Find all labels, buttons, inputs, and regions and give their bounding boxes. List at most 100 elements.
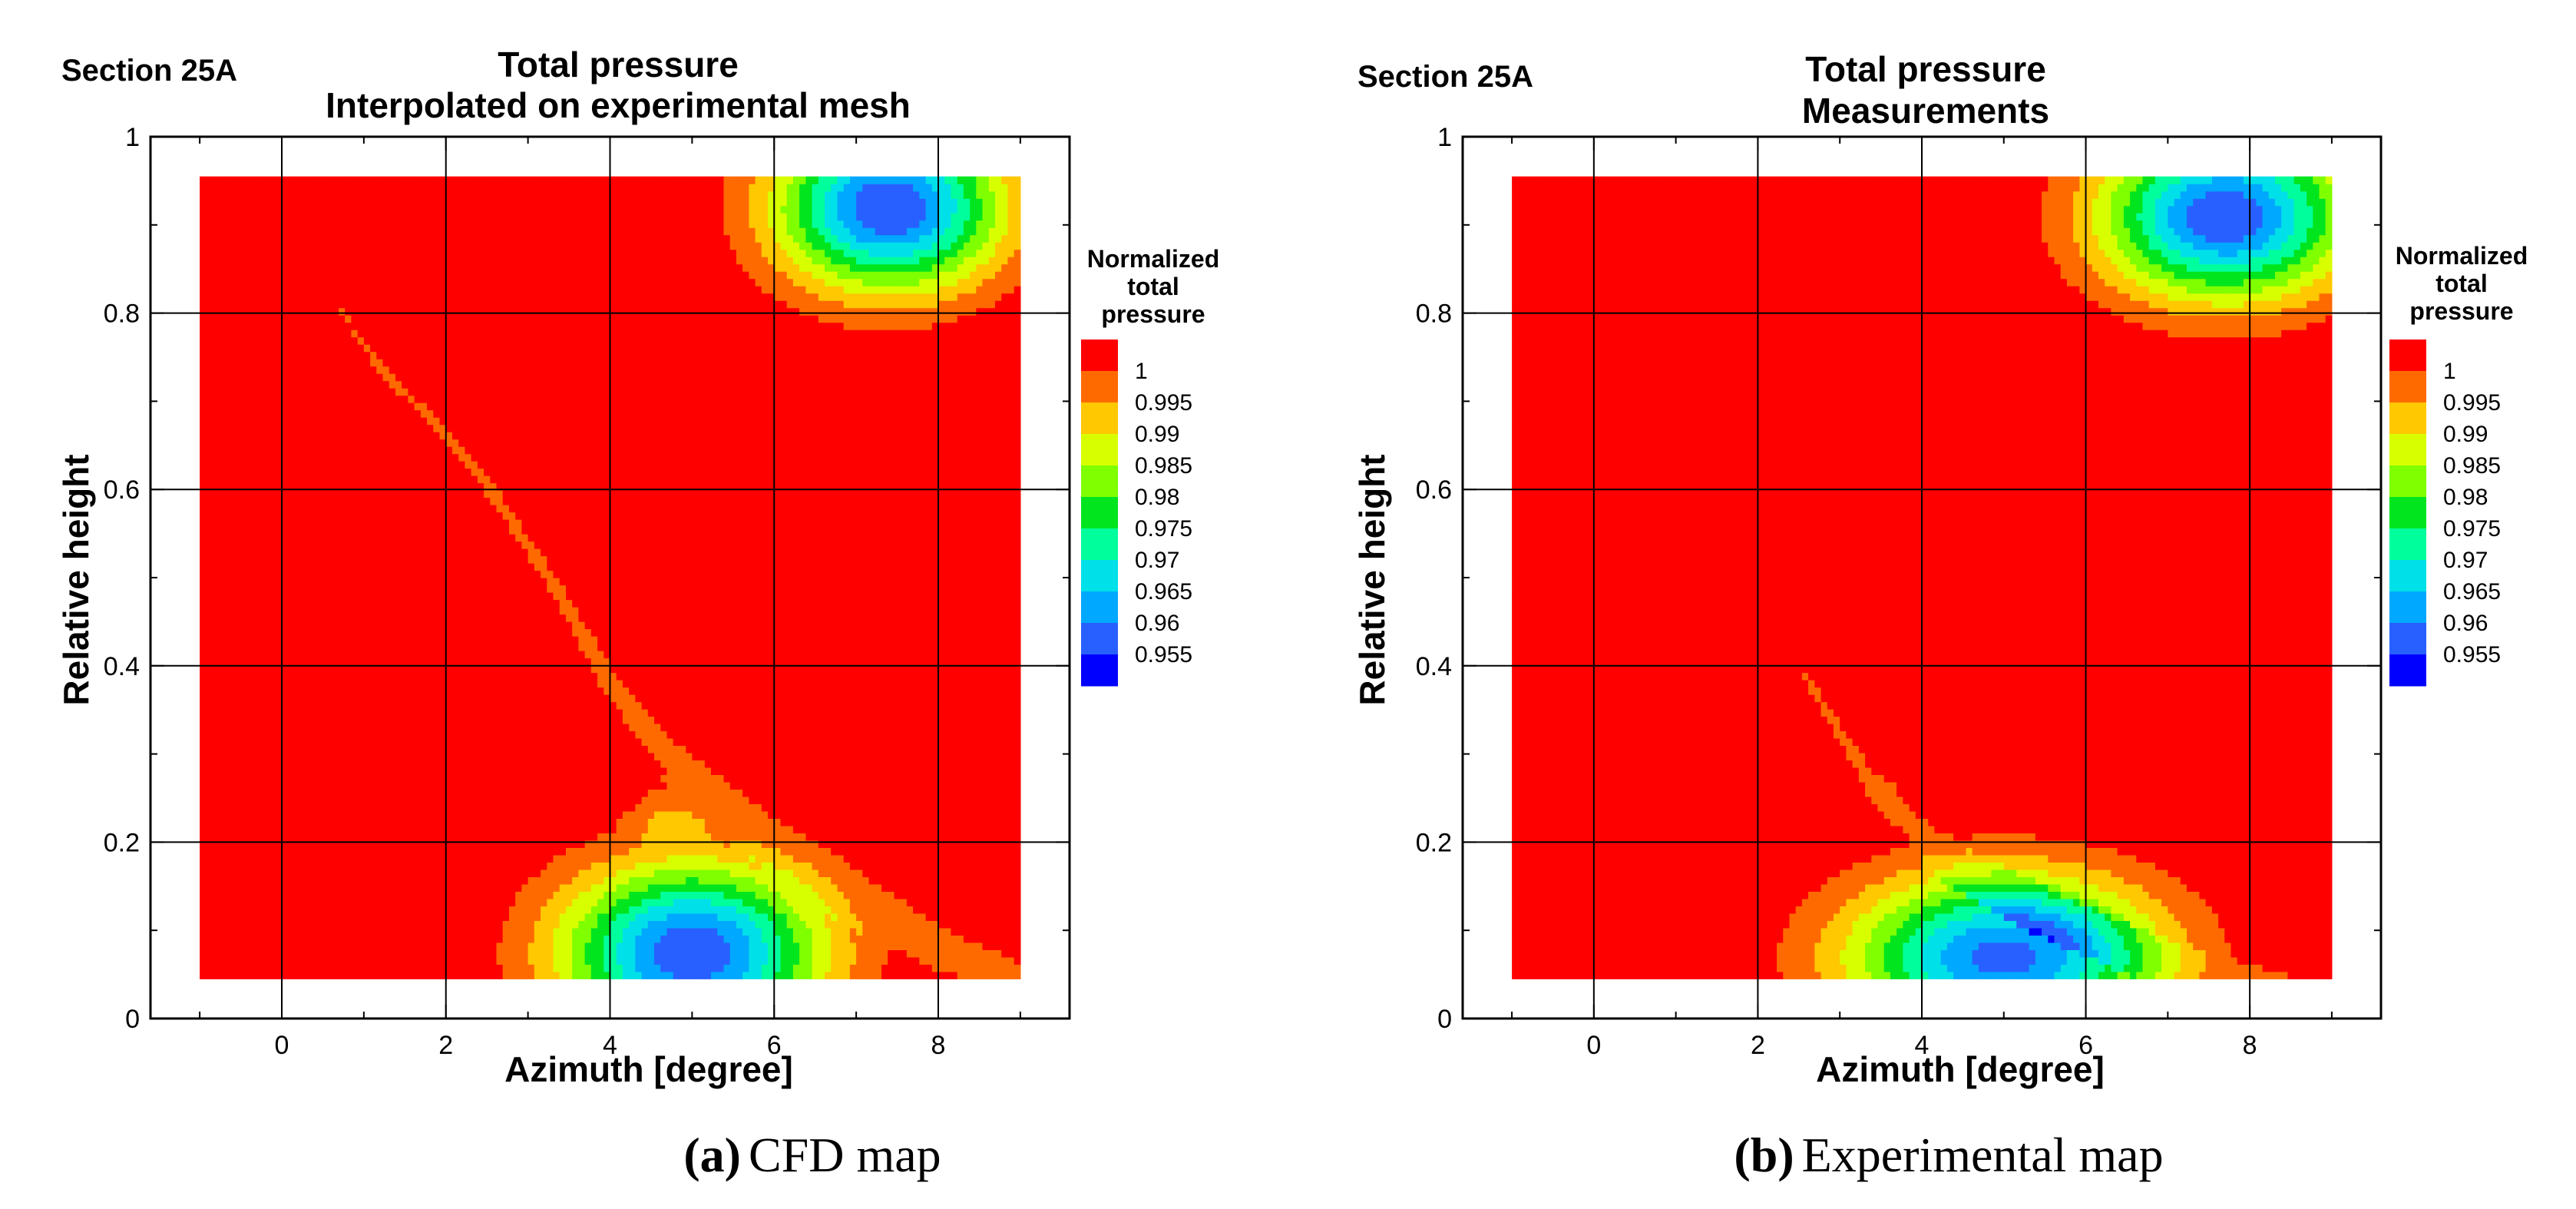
contour-cell bbox=[926, 928, 933, 936]
contour-cell bbox=[547, 972, 554, 979]
contour-cell bbox=[888, 920, 894, 928]
contour-cell bbox=[270, 942, 276, 950]
contour-cell bbox=[850, 942, 857, 950]
contour-cell bbox=[976, 920, 983, 928]
contour-cell bbox=[1007, 964, 1014, 972]
contour-cell bbox=[957, 972, 964, 979]
contour-cell bbox=[490, 920, 497, 928]
contour-cell bbox=[541, 964, 547, 972]
contour-cell bbox=[989, 949, 996, 957]
contour-cell bbox=[989, 935, 996, 942]
contour-cell bbox=[427, 957, 434, 965]
contour-cell bbox=[831, 913, 838, 921]
contour-cell bbox=[901, 935, 908, 942]
contour-cell bbox=[383, 942, 390, 950]
contour-cell bbox=[213, 972, 220, 979]
contour-cell bbox=[288, 935, 295, 942]
contour-cell bbox=[578, 935, 585, 942]
contour-cell bbox=[578, 949, 585, 957]
contour-cell bbox=[219, 972, 226, 979]
contour-cell bbox=[623, 913, 630, 921]
contour-cell bbox=[762, 957, 769, 965]
contour-cell bbox=[250, 913, 257, 921]
contour-cell bbox=[206, 906, 213, 913]
contour-cell bbox=[629, 913, 636, 921]
contour-cell bbox=[717, 957, 724, 965]
contour-cell bbox=[225, 928, 232, 936]
contour-cell bbox=[660, 957, 667, 965]
contour-cell bbox=[957, 964, 964, 972]
contour-cell bbox=[951, 949, 957, 957]
contour-cell bbox=[660, 964, 667, 972]
contour-cell bbox=[913, 913, 920, 921]
contour-cell bbox=[408, 972, 415, 979]
contour-cell bbox=[200, 906, 207, 913]
contour-cell bbox=[282, 928, 289, 936]
contour-cell bbox=[995, 920, 1002, 928]
contour-cell bbox=[351, 957, 358, 965]
contour-cell bbox=[774, 942, 781, 950]
contour-cell bbox=[433, 928, 440, 936]
contour-cell bbox=[989, 972, 996, 979]
contour-cell bbox=[452, 957, 459, 965]
contour-cell bbox=[358, 928, 365, 936]
contour-cell bbox=[515, 920, 522, 928]
contour-cell bbox=[881, 964, 888, 972]
contour-cell bbox=[597, 935, 604, 942]
contour-cell bbox=[774, 972, 781, 979]
contour-cell bbox=[856, 942, 863, 950]
contour-cell bbox=[389, 964, 396, 972]
contour-cell bbox=[408, 942, 415, 950]
contour-cell bbox=[692, 972, 699, 979]
contour-cell bbox=[875, 935, 882, 942]
contour-cell bbox=[238, 920, 245, 928]
contour-cell bbox=[206, 920, 213, 928]
contour-cell bbox=[282, 964, 289, 972]
contour-cell bbox=[818, 920, 825, 928]
contour-cell bbox=[465, 964, 471, 972]
contour-cell bbox=[263, 920, 270, 928]
contour-cell bbox=[787, 949, 794, 957]
contour-cell bbox=[680, 913, 686, 921]
contour-cell bbox=[793, 957, 800, 965]
contour-cell bbox=[332, 942, 339, 950]
contour-cell bbox=[572, 964, 579, 972]
contour-cell bbox=[389, 920, 396, 928]
contour-cell bbox=[452, 913, 459, 921]
contour-cell bbox=[497, 949, 504, 957]
contour-cell bbox=[282, 920, 289, 928]
contour-cell bbox=[667, 949, 674, 957]
contour-cell bbox=[964, 913, 971, 921]
contour-cell bbox=[831, 942, 838, 950]
contour-cell bbox=[364, 964, 371, 972]
contour-cell bbox=[742, 913, 749, 921]
contour-cell bbox=[825, 928, 832, 936]
contour-cell bbox=[654, 928, 661, 936]
contour-cell bbox=[376, 972, 383, 979]
contour-cell bbox=[370, 964, 377, 972]
contour-cell bbox=[623, 957, 630, 965]
contour-cell bbox=[370, 957, 377, 965]
contour-cell bbox=[919, 913, 926, 921]
contour-cell bbox=[881, 957, 888, 965]
contour-cell bbox=[742, 942, 749, 950]
contour-cell bbox=[591, 920, 598, 928]
contour-cell bbox=[200, 935, 207, 942]
contour-cell bbox=[282, 935, 289, 942]
contour-cell bbox=[787, 920, 794, 928]
contour-cell bbox=[458, 935, 465, 942]
contour-cell bbox=[919, 928, 926, 936]
contour-cell bbox=[566, 928, 573, 936]
contour-cell bbox=[238, 949, 245, 957]
contour-cell bbox=[225, 972, 232, 979]
contour-cell bbox=[528, 972, 535, 979]
contour-cell bbox=[471, 920, 478, 928]
contour-cell bbox=[256, 972, 263, 979]
contour-cell bbox=[225, 942, 232, 950]
contour-cell bbox=[452, 906, 459, 913]
contour-cell bbox=[976, 913, 983, 921]
contour-cell bbox=[421, 942, 428, 950]
contour-cell bbox=[319, 957, 326, 965]
contour-cell bbox=[983, 913, 990, 921]
contour-cell bbox=[818, 942, 825, 950]
